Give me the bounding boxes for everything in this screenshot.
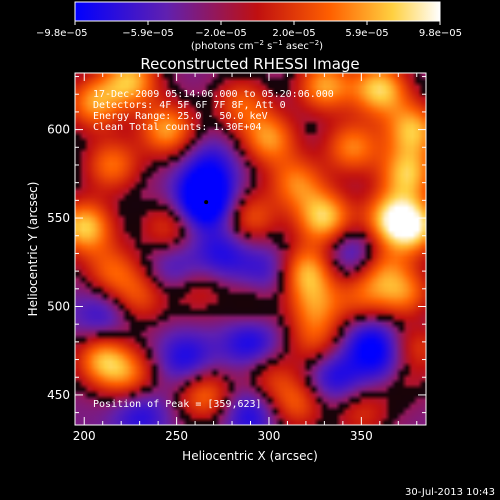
x-tick-label: 250 bbox=[165, 429, 188, 443]
minimum-marker bbox=[204, 200, 209, 205]
y-tick-label: 450 bbox=[47, 388, 70, 402]
heatmap-image bbox=[75, 73, 426, 425]
colorbar-tick-label: 2.0e−05 bbox=[272, 28, 315, 39]
y-tick-label: 550 bbox=[47, 211, 70, 225]
annotation-detectors: Detectors: 4F 5F 6F 7F 8F, Att 0 bbox=[93, 100, 286, 111]
colorbar-tick-label: −9.8e−05 bbox=[36, 28, 88, 39]
timestamp: 30-Jul-2013 10:43 bbox=[405, 487, 495, 498]
colorbar-unit-label: (photons cm−2 s−1 asec−2) bbox=[191, 39, 323, 52]
annotation-block: 17-Dec-2009 05:14:06.000 to 05:20:06.000… bbox=[93, 89, 334, 410]
y-axis: 450 500 550 600 bbox=[47, 76, 426, 414]
x-axis: 200 250 300 350 bbox=[73, 73, 418, 443]
y-axis-label: Heliocentric Y (arcsec) bbox=[26, 182, 40, 317]
peak-position-label: Position of Peak = [359,623] bbox=[93, 399, 262, 410]
colorbar-ticks: −9.8e−05 −5.9e−05 −2.0e−05 2.0e−05 5.9e−05 9.… bbox=[36, 21, 462, 39]
annotation-time: 17-Dec-2009 05:14:06.000 to 05:20:06.000 bbox=[93, 89, 334, 100]
colorbar-tick-label: −5.9e−05 bbox=[122, 28, 174, 39]
colorbar-tick-label: 9.8e−05 bbox=[419, 28, 462, 39]
annotation-energy: Energy Range: 25.0 - 50.0 keV bbox=[93, 111, 268, 122]
y-tick-label: 600 bbox=[47, 123, 70, 137]
x-axis-label: Heliocentric X (arcsec) bbox=[182, 449, 318, 463]
colorbar-tick-label: 5.9e−05 bbox=[345, 28, 388, 39]
chart-title: Reconstructed RHESSI Image bbox=[140, 55, 359, 73]
x-tick-label: 350 bbox=[350, 429, 373, 443]
x-tick-label: 300 bbox=[258, 429, 281, 443]
x-tick-label: 200 bbox=[73, 429, 96, 443]
annotation-clean: Clean Total counts: 1.30E+04 bbox=[93, 122, 262, 133]
y-tick-label: 500 bbox=[47, 299, 70, 313]
colorbar bbox=[74, 1, 441, 22]
colorbar-tick-label: −2.0e−05 bbox=[195, 28, 247, 39]
